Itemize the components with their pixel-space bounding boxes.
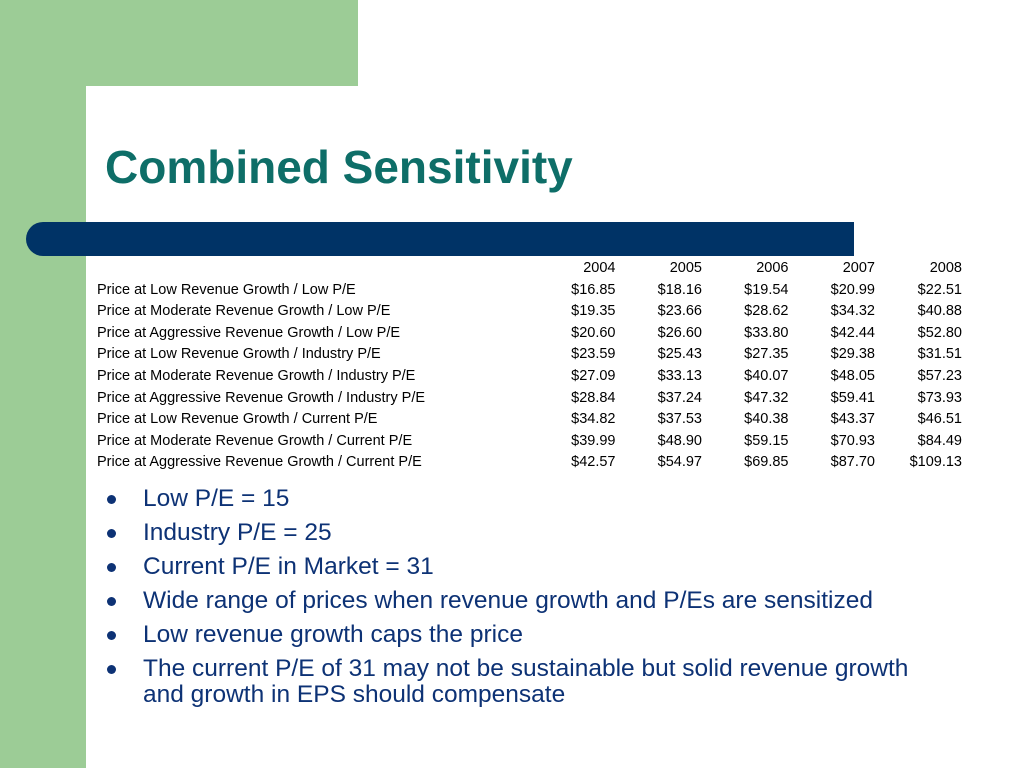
price-cell: $59.41 xyxy=(830,389,875,406)
bullet-item: Industry P/E = 25 xyxy=(104,520,944,546)
price-cell: $29.38 xyxy=(830,346,875,363)
table-header-label xyxy=(97,258,529,280)
price-cell: $40.88 xyxy=(917,303,962,320)
price-cell: $39.99 xyxy=(571,432,616,449)
price-cell: $48.05 xyxy=(830,367,875,384)
bullet-item: Wide range of prices when revenue growth… xyxy=(104,588,944,614)
bullet-text: Current P/E in Market = 31 xyxy=(143,553,434,580)
bullet-list: Low P/E = 15 Industry P/E = 25 Current P… xyxy=(104,486,944,716)
decorative-rounded-corner xyxy=(86,86,186,186)
price-cell: $84.49 xyxy=(917,432,962,449)
row-label: Price at Aggressive Revenue Growth / Cur… xyxy=(97,454,422,471)
price-cell: $28.84 xyxy=(571,389,616,406)
bullet-text: The current P/E of 31 may not be sustain… xyxy=(143,655,909,708)
title-underline-bar xyxy=(26,222,854,256)
bullet-dot-icon xyxy=(107,529,116,538)
price-cell: $37.24 xyxy=(657,389,702,406)
price-cell: $25.43 xyxy=(657,346,702,363)
bullet-dot-icon xyxy=(107,495,116,504)
bullet-dot-icon xyxy=(107,631,116,640)
price-cell: $27.09 xyxy=(571,367,616,384)
slide-title: Combined Sensitivity xyxy=(105,141,573,193)
price-cell: $42.44 xyxy=(830,324,875,341)
table-row: Price at Low Revenue Growth / Industry P… xyxy=(97,344,962,366)
table-row: Price at Low Revenue Growth / Current P/… xyxy=(97,409,962,431)
row-label: Price at Low Revenue Growth / Current P/… xyxy=(97,411,378,428)
price-cell: $37.53 xyxy=(657,411,702,428)
price-cell: $33.80 xyxy=(744,324,789,341)
price-cell: $18.16 xyxy=(657,281,702,298)
price-cell: $40.07 xyxy=(744,367,789,384)
table-header-row: 2004 2005 2006 2007 2008 xyxy=(97,258,962,280)
price-cell: $109.13 xyxy=(909,454,962,471)
bullet-text: Low P/E = 15 xyxy=(143,485,290,512)
price-cell: $34.32 xyxy=(830,303,875,320)
bullet-dot-icon xyxy=(107,563,116,572)
price-cell: $47.32 xyxy=(744,389,789,406)
year-header: 2004 xyxy=(583,260,616,276)
table-row: Price at Aggressive Revenue Growth / Cur… xyxy=(97,452,962,474)
price-cell: $40.38 xyxy=(744,411,789,428)
price-cell: $43.37 xyxy=(830,411,875,428)
price-cell: $73.93 xyxy=(917,389,962,406)
price-cell: $69.85 xyxy=(744,454,789,471)
price-cell: $26.60 xyxy=(657,324,702,341)
price-cell: $54.97 xyxy=(657,454,702,471)
bullet-item: The current P/E of 31 may not be sustain… xyxy=(104,656,944,708)
price-cell: $33.13 xyxy=(657,367,702,384)
year-header: 2007 xyxy=(842,260,875,276)
price-cell: $87.70 xyxy=(830,454,875,471)
row-label: Price at Low Revenue Growth / Industry P… xyxy=(97,346,381,363)
price-cell: $57.23 xyxy=(917,367,962,384)
table-row: Price at Moderate Revenue Growth / Indus… xyxy=(97,366,962,388)
price-cell: $28.62 xyxy=(744,303,789,320)
price-cell: $22.51 xyxy=(917,281,962,298)
price-cell: $59.15 xyxy=(744,432,789,449)
price-cell: $42.57 xyxy=(571,454,616,471)
bullet-item: Current P/E in Market = 31 xyxy=(104,554,944,580)
sensitivity-table: 2004 2005 2006 2007 2008 Price at Low Re… xyxy=(97,258,962,474)
price-cell: $19.35 xyxy=(571,303,616,320)
table-row: Price at Moderate Revenue Growth / Low P… xyxy=(97,301,962,323)
bullet-text: Low revenue growth caps the price xyxy=(143,621,523,648)
table-row: Price at Aggressive Revenue Growth / Low… xyxy=(97,323,962,345)
bullet-item: Low revenue growth caps the price xyxy=(104,622,944,648)
table-row: Price at Low Revenue Growth / Low P/E $1… xyxy=(97,280,962,302)
price-cell: $70.93 xyxy=(830,432,875,449)
price-cell: $16.85 xyxy=(571,281,616,298)
row-label: Price at Moderate Revenue Growth / Curre… xyxy=(97,432,413,449)
price-cell: $52.80 xyxy=(917,324,962,341)
row-label: Price at Low Revenue Growth / Low P/E xyxy=(97,281,356,298)
bullet-item: Low P/E = 15 xyxy=(104,486,944,512)
price-cell: $34.82 xyxy=(571,411,616,428)
price-cell: $19.54 xyxy=(744,281,789,298)
price-cell: $48.90 xyxy=(657,432,702,449)
table-row: Price at Aggressive Revenue Growth / Ind… xyxy=(97,388,962,410)
row-label: Price at Moderate Revenue Growth / Indus… xyxy=(97,367,416,384)
price-cell: $27.35 xyxy=(744,346,789,363)
decorative-green-strip xyxy=(0,0,86,768)
bullet-dot-icon xyxy=(107,665,116,674)
bullet-text: Wide range of prices when revenue growth… xyxy=(143,587,873,614)
bullet-text: Industry P/E = 25 xyxy=(143,519,332,546)
year-header: 2005 xyxy=(669,260,702,276)
year-header: 2008 xyxy=(929,260,962,276)
price-cell: $23.66 xyxy=(657,303,702,320)
row-label: Price at Aggressive Revenue Growth / Ind… xyxy=(97,389,426,406)
row-label: Price at Aggressive Revenue Growth / Low… xyxy=(97,324,401,341)
price-cell: $20.99 xyxy=(830,281,875,298)
year-header: 2006 xyxy=(756,260,789,276)
bullet-dot-icon xyxy=(107,597,116,606)
price-cell: $46.51 xyxy=(917,411,962,428)
price-cell: $20.60 xyxy=(571,324,616,341)
price-cell: $31.51 xyxy=(917,346,962,363)
row-label: Price at Moderate Revenue Growth / Low P… xyxy=(97,303,391,320)
table-row: Price at Moderate Revenue Growth / Curre… xyxy=(97,431,962,453)
price-cell: $23.59 xyxy=(571,346,616,363)
